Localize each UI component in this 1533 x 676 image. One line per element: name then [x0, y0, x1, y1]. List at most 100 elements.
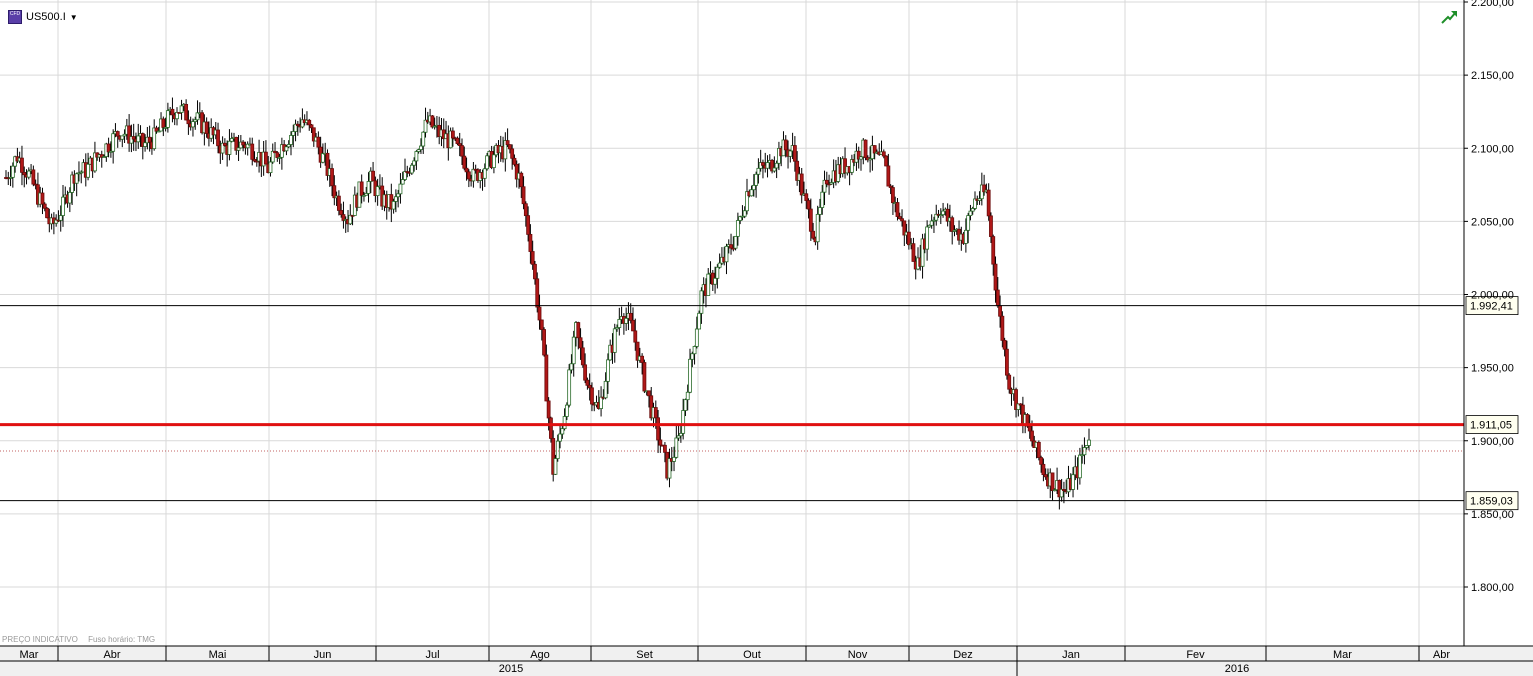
y-axis: 2.200,00 2.150,00 2.100,00 2.050,00 2.000,00… [1463, 0, 1514, 646]
bearish-candle [336, 195, 341, 211]
bearish-candle [359, 181, 364, 196]
bullish-candle [485, 155, 489, 170]
bearish-candle [204, 121, 209, 134]
bearish-candle [542, 329, 546, 356]
bullish-candle [471, 168, 476, 182]
x-axis: Mar Abr Mai Jun Jul Ago Set Out Nov Dez Jan Fev Mar A… [0, 645, 1533, 676]
bullish-candle [291, 131, 296, 136]
symbol-label: US500.I [26, 11, 66, 23]
bearish-candle [466, 171, 471, 180]
bearish-candle [40, 192, 45, 205]
bullish-candle [421, 131, 426, 147]
bearish-candle [897, 216, 902, 220]
bullish-candle [567, 369, 572, 406]
bearish-candle [512, 157, 517, 165]
bullish-candle [1080, 454, 1085, 457]
bearish-candle [628, 312, 633, 321]
bearish-candle [309, 124, 314, 129]
bearish-candle [945, 208, 950, 222]
bullish-candle [754, 173, 759, 186]
bearish-candle [275, 152, 280, 158]
bearish-candle [450, 130, 455, 139]
bullish-candle [143, 142, 147, 147]
bearish-candle [430, 115, 435, 128]
bullish-candle [26, 170, 31, 178]
bullish-candle [715, 266, 720, 279]
bearish-candle [891, 187, 895, 204]
month-label: Mai [209, 649, 227, 661]
bullish-candle [617, 319, 622, 328]
bearish-candle [273, 150, 277, 154]
bullish-candle [925, 226, 930, 250]
bullish-candle [749, 189, 754, 197]
month-label: Out [743, 649, 761, 661]
bearish-candle [20, 157, 24, 173]
y-tick-label: 2.050,00 [1471, 216, 1514, 228]
bearish-candle [551, 438, 556, 475]
bullish-candle [599, 396, 603, 409]
bearish-candle [729, 244, 733, 249]
bullish-candle [102, 156, 106, 158]
bearish-candle [886, 165, 891, 187]
bullish-candle [681, 410, 686, 434]
bearish-candle [307, 119, 312, 126]
bearish-candle [530, 251, 535, 265]
bullish-candle [699, 290, 704, 314]
bearish-candle [856, 150, 861, 160]
bearish-candle [455, 137, 460, 144]
bullish-candle [10, 165, 15, 178]
bearish-candle [580, 347, 585, 366]
month-label: Dez [953, 649, 973, 661]
bullish-candle [391, 201, 396, 210]
bullish-candle [751, 184, 756, 191]
bullish-candle [284, 146, 289, 152]
bullish-candle [1082, 447, 1087, 456]
bullish-candle [412, 160, 417, 166]
bearish-candle [843, 158, 847, 174]
bearish-candle [252, 158, 257, 162]
symbol-selector[interactable]: CFD US500.I ▼ [8, 8, 78, 26]
bearish-candle [1043, 474, 1048, 478]
bullish-candle [717, 262, 722, 268]
bearish-candle [460, 145, 464, 157]
bearish-candle [1014, 389, 1018, 410]
bullish-candle [788, 150, 793, 157]
bullish-candle [227, 140, 232, 155]
bullish-candle [706, 273, 711, 296]
bearish-candle [991, 236, 996, 265]
y-tick-label: 1.950,00 [1471, 363, 1514, 375]
bearish-candle [254, 160, 259, 163]
bullish-candle [822, 179, 827, 193]
bullish-candle [724, 245, 729, 263]
bearish-candle [808, 208, 813, 232]
bullish-candle [136, 135, 141, 143]
bullish-candle [603, 380, 608, 399]
month-label: Nov [848, 649, 868, 661]
bearish-candle [462, 155, 467, 169]
bullish-candle [165, 110, 170, 128]
bearish-candle [1050, 472, 1055, 492]
bullish-candle [362, 194, 366, 197]
bearish-candle [642, 362, 647, 392]
bullish-candle [683, 399, 688, 411]
bullish-candle [61, 196, 65, 216]
caret-down-icon[interactable]: ▼ [69, 12, 78, 22]
bullish-candle [236, 147, 241, 151]
level-price-label: 1.992,41 [1470, 301, 1513, 313]
bullish-candle [571, 336, 576, 365]
bullish-candle [745, 191, 749, 212]
bullish-candle [606, 359, 610, 382]
bullish-candle [733, 235, 738, 249]
bearish-candle [911, 243, 916, 262]
level-price-tag [1465, 296, 1519, 316]
bearish-candle [590, 387, 594, 405]
bullish-candle [286, 144, 291, 148]
green-trend-arrow-icon[interactable] [1440, 9, 1458, 25]
price-type-label: PREÇO INDICATIVO [2, 635, 78, 644]
bullish-candle [277, 156, 282, 159]
bearish-candle [950, 217, 955, 232]
bearish-candle [770, 159, 774, 172]
bearish-candle [295, 123, 300, 126]
bearish-candle [1007, 374, 1012, 390]
